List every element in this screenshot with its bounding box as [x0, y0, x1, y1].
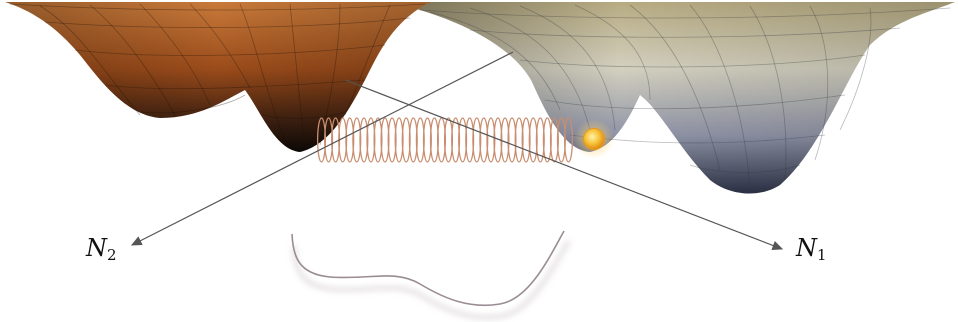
- spring-loop: [394, 117, 404, 163]
- glowing-ball-icon: [574, 119, 614, 159]
- axis-label-n1: N1: [796, 234, 827, 264]
- spring-coil-icon: [316, 117, 574, 163]
- spring-loop: [542, 117, 552, 163]
- spring-loop: [472, 117, 482, 163]
- spring-loop: [451, 117, 461, 163]
- spring-loop: [380, 117, 390, 163]
- spring-loop: [458, 117, 468, 163]
- spring-loop: [316, 117, 327, 163]
- spring-loop: [514, 117, 524, 163]
- spring-loop: [436, 117, 447, 163]
- left-potential-surface: [5, 2, 430, 152]
- left-surface-mesh: [9, 3, 426, 151]
- spring-loop: [556, 117, 566, 163]
- axis-label-n2: N2: [86, 234, 117, 264]
- projected-curve: [291, 230, 572, 320]
- spring-loop: [465, 117, 475, 163]
- spring-loop: [352, 117, 362, 163]
- spring-loop: [521, 117, 531, 163]
- spring-loop: [345, 117, 355, 163]
- spring-loop: [549, 117, 559, 163]
- spring-loop: [535, 117, 545, 163]
- spring-loop: [373, 117, 383, 163]
- spring-loop: [429, 117, 439, 163]
- right-potential-surface: [395, 2, 955, 194]
- axis-arrow-n1: [344, 79, 784, 251]
- spring-loop: [563, 117, 574, 163]
- axis-arrow-n2: [130, 51, 514, 246]
- spring-loop: [528, 117, 538, 163]
- spring-loop: [324, 117, 334, 163]
- spring-loop: [486, 117, 496, 163]
- spring-loop: [479, 117, 489, 163]
- spring-loop: [408, 117, 418, 163]
- spring-loop: [366, 117, 376, 163]
- spring-loop: [359, 117, 369, 163]
- spring-loop: [422, 117, 432, 163]
- spring-loop: [507, 117, 517, 163]
- right-surface-mesh: [419, 4, 951, 191]
- spring-loop: [415, 117, 425, 163]
- spring-loop: [443, 117, 454, 163]
- spring-loop: [401, 117, 411, 163]
- spring-loop: [387, 117, 397, 163]
